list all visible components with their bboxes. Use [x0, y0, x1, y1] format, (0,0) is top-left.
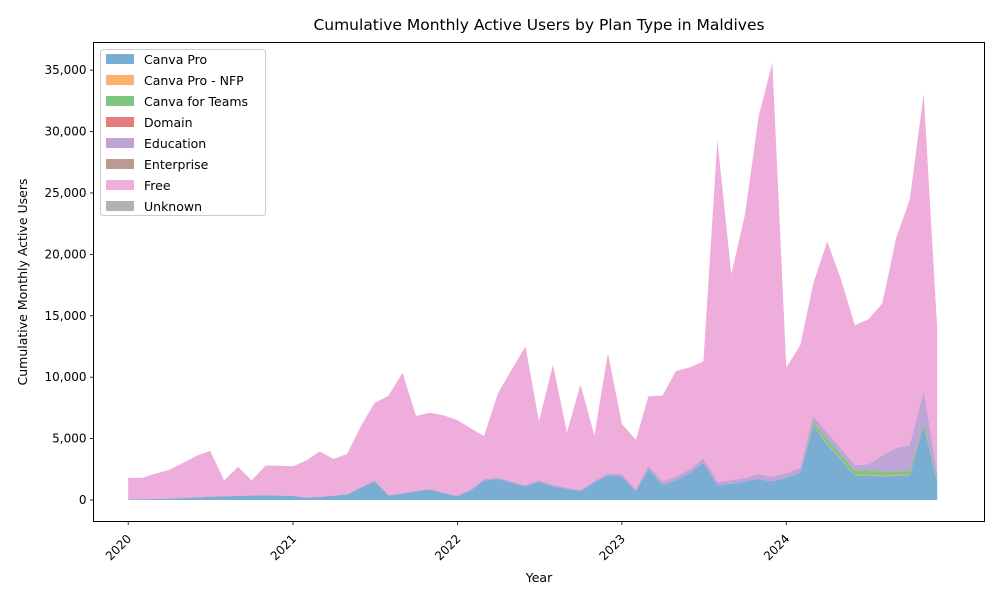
legend-label-domain: Domain: [144, 115, 193, 130]
area-layers: [128, 62, 938, 501]
legend-label-canva-for-teams: Canva for Teams: [144, 94, 248, 109]
legend-swatch-canva-for-teams: [106, 96, 134, 106]
legend-swatch-education: [106, 138, 134, 148]
y-tick-label: 30,000: [45, 125, 87, 139]
x-axis-ticks: 2020 2021 2022 2023 2024: [103, 521, 792, 563]
y-axis-label: Cumulative Monthly Active Users: [15, 179, 30, 386]
legend-swatch-enterprise: [106, 159, 134, 169]
legend-label-free: Free: [144, 178, 171, 193]
legend-label-education: Education: [144, 136, 206, 151]
x-tick-label: 2022: [432, 532, 463, 563]
legend-label-enterprise: Enterprise: [144, 157, 209, 172]
y-tick-label: 15,000: [45, 309, 87, 323]
y-tick-label: 20,000: [45, 247, 87, 261]
y-tick-label: 25,000: [45, 186, 87, 200]
area-free: [128, 62, 938, 500]
legend-swatch-canva-pro-nfp: [106, 75, 134, 85]
x-tick-label: 2023: [597, 532, 628, 563]
area-canva-pro: [128, 426, 938, 501]
chart-title: Cumulative Monthly Active Users by Plan …: [313, 16, 764, 34]
x-axis-label: Year: [525, 570, 553, 585]
y-tick-label: 35,000: [45, 63, 87, 77]
legend-label-canva-pro-nfp: Canva Pro - NFP: [144, 73, 244, 88]
x-tick-label: 2020: [103, 532, 134, 563]
y-axis-ticks: 0 5,000 10,000 15,000 20,000 25,000 30,000 35,0…: [45, 63, 94, 507]
legend-swatch-canva-pro: [106, 54, 134, 64]
y-tick-label: 0: [79, 493, 87, 507]
legend-label-unknown: Unknown: [144, 199, 202, 214]
x-tick-label: 2021: [268, 532, 299, 563]
x-tick-label: 2024: [761, 532, 792, 563]
y-tick-label: 10,000: [45, 370, 87, 384]
legend-swatch-free: [106, 180, 134, 190]
legend-swatch-unknown: [106, 201, 134, 211]
legend: Canva Pro Canva Pro - NFP Canva for Teams D…: [100, 49, 266, 216]
y-tick-label: 5,000: [52, 432, 86, 446]
plot-frame: [93, 42, 985, 522]
legend-label-canva-pro: Canva Pro: [144, 52, 207, 67]
legend-frame: [100, 49, 266, 216]
legend-swatch-domain: [106, 117, 134, 127]
